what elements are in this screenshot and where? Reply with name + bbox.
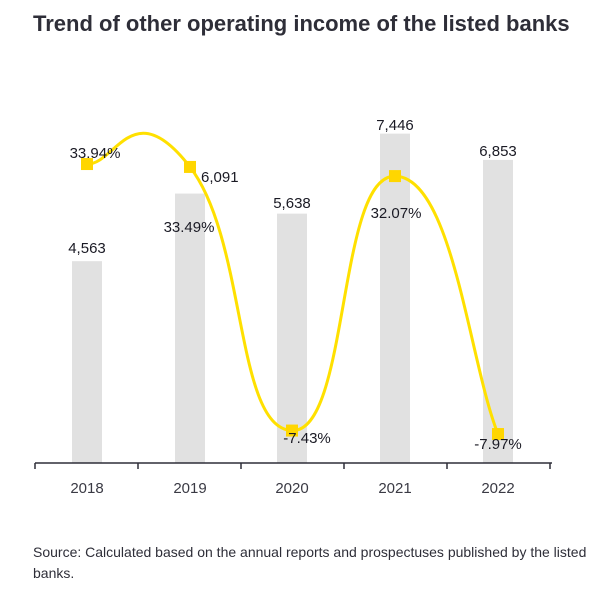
bar-value-label: 6,091 [201,169,239,186]
x-axis-ticks: 2018 2019 2020 2021 2022 [34,463,551,497]
bars-group [72,133,513,463]
growth-markers [81,158,504,441]
x-tick-label: 2020 [275,480,308,497]
x-tick-label: 2018 [70,480,103,497]
bar-value-label: 6,853 [479,143,517,160]
growth-value-label: 33.94% [70,145,121,162]
growth-marker-2022 [492,428,504,441]
bar-value-label: 7,446 [376,117,414,134]
bar-value-label: 5,638 [273,195,311,212]
growth-marker-2020 [286,424,298,437]
growth-value-label: -7.97% [474,436,522,453]
source-note: Source: Calculated based on the annual r… [33,544,587,581]
bar-2018 [72,261,102,463]
x-tick-label: 2021 [378,480,411,497]
growth-marker-2018 [81,158,93,171]
bar-2022 [483,159,513,463]
x-tick-label: 2022 [481,480,514,497]
growth-rate-line [86,131,500,435]
chart-title: Trend of other operating income of the l… [33,11,570,36]
data-labels: 4,563 6,091 5,638 7,446 6,853 33.94% 33.49% -7.… [68,117,522,453]
chart-plot: 2018 2019 2020 2021 2022 4,563 6,091 5,638 7,44… [34,117,552,497]
growth-marker-2021 [389,170,401,183]
growth-value-label: -7.43% [283,430,331,447]
growth-marker-2019 [184,160,196,173]
bar-2021 [380,133,410,463]
x-tick-label: 2019 [173,480,206,497]
growth-value-label: 33.49% [164,219,215,236]
bar-2019 [175,193,205,463]
bar-2020 [277,213,307,463]
bar-value-label: 4,563 [68,240,106,257]
growth-value-label: 32.07% [371,205,422,222]
